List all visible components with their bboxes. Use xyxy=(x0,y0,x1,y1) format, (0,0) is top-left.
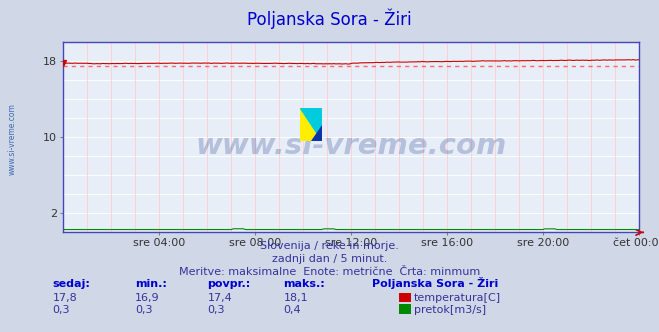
Text: povpr.:: povpr.: xyxy=(208,279,251,289)
Text: 17,4: 17,4 xyxy=(208,293,233,303)
Text: Poljanska Sora - Žiri: Poljanska Sora - Žiri xyxy=(372,277,499,289)
Polygon shape xyxy=(300,108,322,141)
Text: sedaj:: sedaj: xyxy=(53,279,90,289)
Text: 16,9: 16,9 xyxy=(135,293,159,303)
Text: Meritve: maksimalne  Enote: metrične  Črta: minmum: Meritve: maksimalne Enote: metrične Črta… xyxy=(179,267,480,277)
Text: 0,3: 0,3 xyxy=(135,305,153,315)
Polygon shape xyxy=(300,108,322,141)
Text: www.si-vreme.com: www.si-vreme.com xyxy=(195,132,507,160)
Text: 0,3: 0,3 xyxy=(208,305,225,315)
Text: www.si-vreme.com: www.si-vreme.com xyxy=(8,104,17,175)
Text: 0,3: 0,3 xyxy=(53,305,71,315)
Polygon shape xyxy=(311,124,322,141)
Text: 0,4: 0,4 xyxy=(283,305,301,315)
Text: 18,1: 18,1 xyxy=(283,293,308,303)
Text: maks.:: maks.: xyxy=(283,279,325,289)
Text: Slovenija / reke in morje.: Slovenija / reke in morje. xyxy=(260,241,399,251)
Text: Poljanska Sora - Žiri: Poljanska Sora - Žiri xyxy=(247,8,412,29)
Text: 17,8: 17,8 xyxy=(53,293,78,303)
Text: min.:: min.: xyxy=(135,279,167,289)
Text: zadnji dan / 5 minut.: zadnji dan / 5 minut. xyxy=(272,254,387,264)
Text: pretok[m3/s]: pretok[m3/s] xyxy=(414,305,486,315)
Text: temperatura[C]: temperatura[C] xyxy=(414,293,501,303)
